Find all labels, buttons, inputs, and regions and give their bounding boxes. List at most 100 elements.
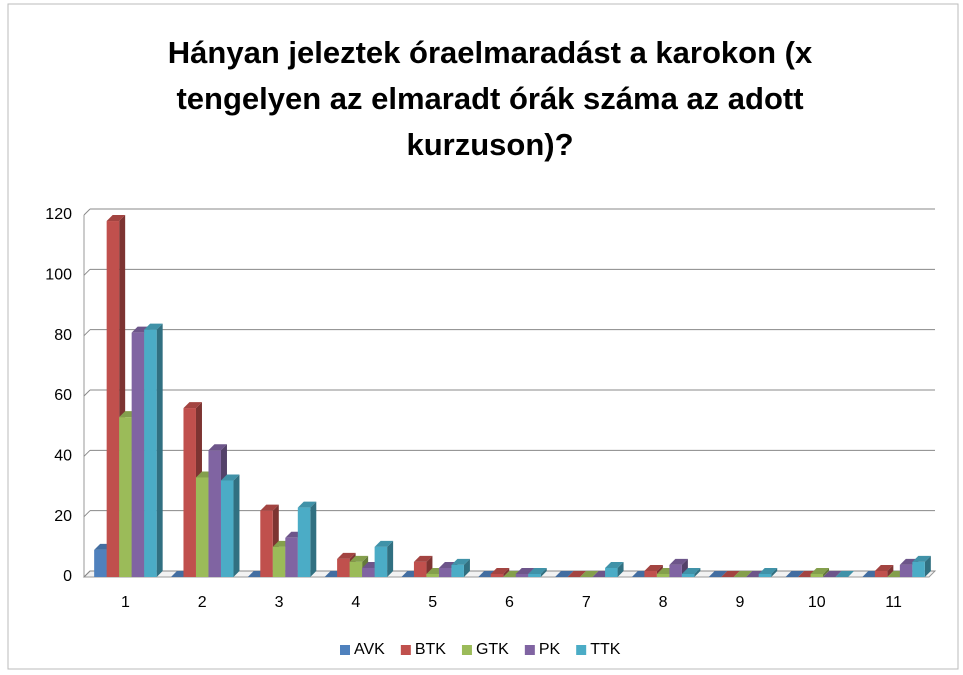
bar xyxy=(349,561,363,577)
bar-top xyxy=(349,555,369,562)
y-tick-label: 100 xyxy=(45,267,72,284)
bar xyxy=(438,567,452,577)
bar xyxy=(144,329,157,577)
bar xyxy=(426,573,439,577)
bar-top xyxy=(413,555,433,562)
bar-side xyxy=(387,540,394,577)
y-tick-label: 20 xyxy=(54,508,72,525)
bar xyxy=(285,537,298,577)
bar-side xyxy=(233,474,240,577)
bar-top xyxy=(644,564,663,571)
x-tick-label: 10 xyxy=(808,594,826,611)
bar xyxy=(208,450,221,577)
x-tick-label: 1 xyxy=(121,594,130,611)
bar-top xyxy=(681,567,701,574)
bar-top xyxy=(337,552,356,559)
bar xyxy=(605,567,618,577)
bar-top xyxy=(835,571,855,577)
bar-top xyxy=(605,561,624,568)
bar xyxy=(528,573,541,577)
bar xyxy=(451,564,464,577)
bar-top xyxy=(515,567,535,574)
bar-top xyxy=(912,555,931,562)
bar-top xyxy=(220,474,240,481)
legend-swatch xyxy=(461,645,472,655)
bar-top xyxy=(451,558,470,565)
legend-swatch xyxy=(340,645,350,655)
bar xyxy=(644,570,657,577)
bar-side xyxy=(503,567,510,577)
bar-top xyxy=(555,571,574,577)
grid-line-side xyxy=(83,389,91,397)
bar xyxy=(374,546,388,577)
bar-side xyxy=(823,567,830,577)
bar-side xyxy=(540,567,547,577)
bar-side xyxy=(924,555,931,577)
grid-line-side xyxy=(83,449,91,457)
bar-top xyxy=(810,567,830,574)
bar-top xyxy=(580,571,599,577)
grid-line-side xyxy=(83,268,91,276)
bar-side xyxy=(887,564,894,577)
bar xyxy=(681,573,695,577)
bar xyxy=(810,573,824,577)
bar-top xyxy=(374,540,394,547)
bar xyxy=(195,477,209,577)
bar xyxy=(183,408,196,577)
x-tick-label: 3 xyxy=(275,594,284,611)
bar xyxy=(490,573,504,577)
bar-top xyxy=(106,215,126,222)
bar xyxy=(260,510,273,577)
legend-swatch xyxy=(524,645,535,655)
bar xyxy=(119,417,132,577)
bar-top xyxy=(785,571,805,577)
x-tick-label: 4 xyxy=(351,594,360,611)
bar xyxy=(413,561,427,577)
bar-top xyxy=(823,571,842,577)
bar-top xyxy=(567,571,587,577)
x-tick-label: 9 xyxy=(736,594,745,611)
x-tick-label: 5 xyxy=(428,594,437,611)
legend-swatch xyxy=(576,645,587,655)
bar-side xyxy=(156,323,163,577)
bar xyxy=(272,546,286,577)
legend-label: AVK xyxy=(354,641,385,658)
legend-label: GTK xyxy=(476,641,509,658)
bar xyxy=(669,564,682,577)
legend-swatch xyxy=(400,645,411,655)
x-tick-label: 2 xyxy=(198,594,207,611)
bar xyxy=(94,549,107,577)
bar xyxy=(337,558,350,577)
bar-top xyxy=(144,323,163,330)
bar-side xyxy=(463,558,470,577)
bar xyxy=(362,567,375,577)
bar-side xyxy=(694,567,701,577)
bar-top xyxy=(721,571,740,577)
bar-top xyxy=(669,558,688,565)
bar-side xyxy=(310,501,317,577)
bar-top xyxy=(183,402,202,409)
y-tick-label: 120 xyxy=(45,206,72,223)
grid-line-side xyxy=(83,208,91,216)
bar xyxy=(899,564,913,577)
y-tick-label: 60 xyxy=(54,387,72,404)
grid-line-side xyxy=(83,570,91,578)
legend-label: BTK xyxy=(415,641,446,658)
x-tick-label: 8 xyxy=(659,594,668,611)
x-tick-label: 11 xyxy=(885,594,902,611)
bar-top xyxy=(528,567,547,574)
bar-side xyxy=(771,567,778,577)
bar-top xyxy=(297,501,317,508)
y-tick-label: 40 xyxy=(54,448,72,465)
legend-label: TTK xyxy=(590,641,621,658)
bar xyxy=(656,573,670,577)
y-tick-label: 80 xyxy=(54,327,72,344)
bar-top xyxy=(260,504,279,511)
bar-top xyxy=(874,564,894,571)
y-tick-label: 0 xyxy=(63,568,72,585)
bar xyxy=(106,221,120,578)
bar-top xyxy=(708,571,728,577)
x-tick-label: 6 xyxy=(505,594,514,611)
